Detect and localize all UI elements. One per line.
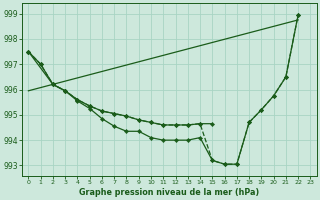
X-axis label: Graphe pression niveau de la mer (hPa): Graphe pression niveau de la mer (hPa) <box>79 188 260 197</box>
